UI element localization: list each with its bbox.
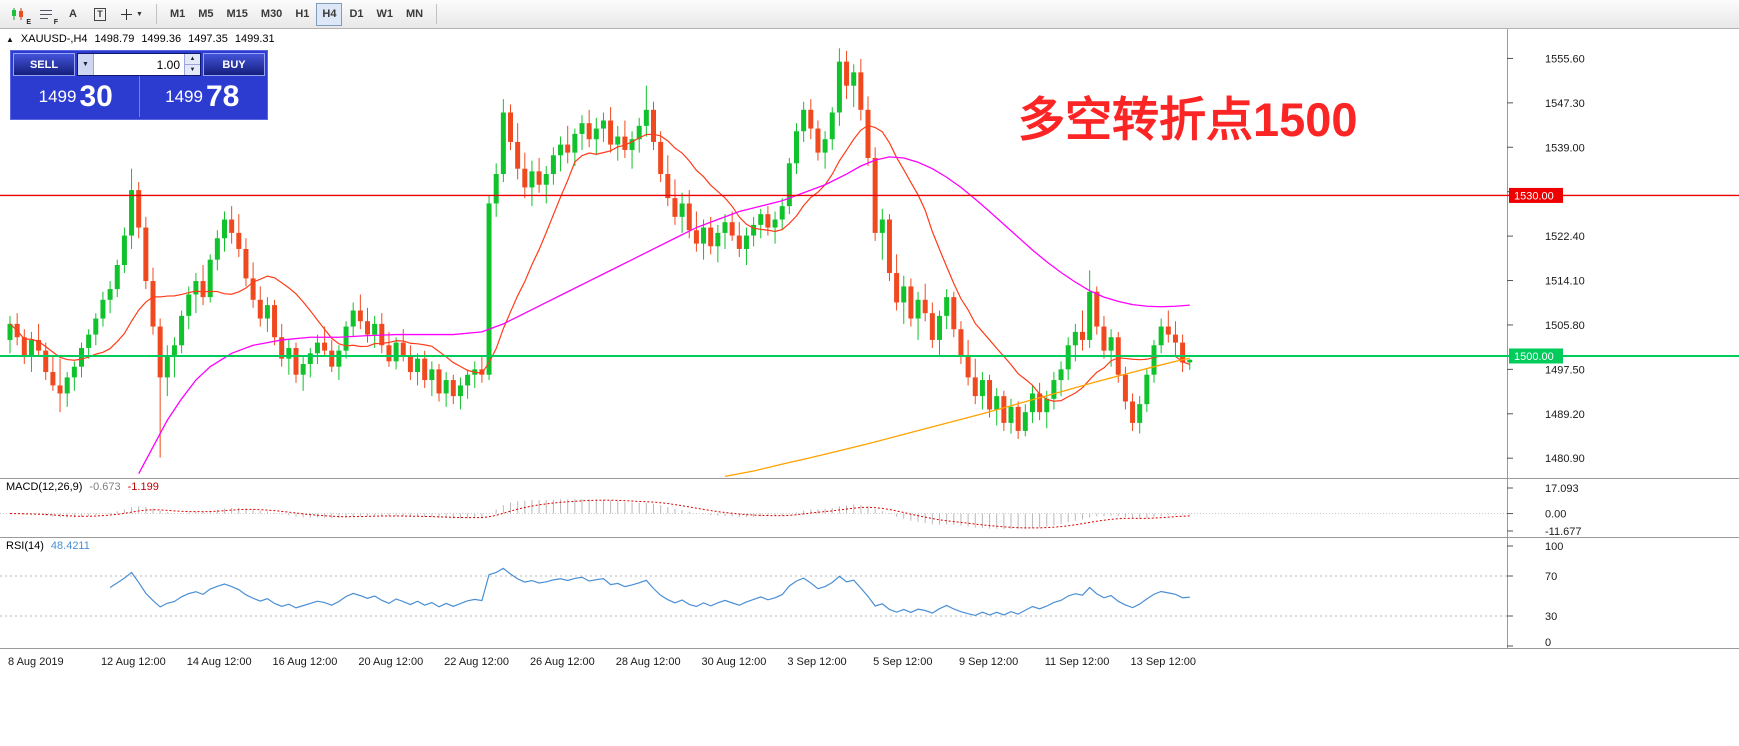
ma-fast-line [9,124,1190,402]
buy-price-base: 1499 [165,86,203,106]
one-click-collapse-icon[interactable]: ▲ [6,34,14,44]
time-axis-label: 26 Aug 12:00 [530,656,595,668]
buy-price-pips: 78 [205,79,240,113]
macd-signal-value: -1.199 [127,481,159,493]
timeframe-button-m1[interactable]: M1 [164,3,191,26]
sell-price[interactable]: 1499 30 [13,76,140,117]
symbol-period-label: XAUUSD-,H4 [20,33,88,45]
volume-value[interactable]: 1.00 [156,57,180,72]
buy-button[interactable]: BUY [203,53,265,76]
timeframe-button-m15[interactable]: M15 [221,3,254,26]
time-axis-label: 20 Aug 12:00 [358,656,423,668]
price-line-badge-label: 1530.00 [1514,190,1554,202]
list-glyph [40,9,52,19]
macd-histogram [16,498,1191,530]
chart-list-icon[interactable]: F [33,3,59,26]
timeframe-button-w1[interactable]: W1 [371,3,400,26]
sell-price-base: 1499 [38,86,77,106]
sub-label: E [26,18,31,26]
open-value: 1498.79 [94,33,135,45]
price-axis-label: 1497.50 [1545,364,1585,376]
price-axis-label: 1514.10 [1545,276,1585,288]
time-axis-label: 8 Aug 2019 [8,656,64,668]
candlestick-style-icon[interactable]: E [5,3,32,26]
timeframe-button-h4[interactable]: H4 [316,2,343,26]
price-line-badge-label: 1500.00 [1514,351,1554,363]
time-axis-label: 13 Sep 12:00 [1131,656,1196,668]
low-value: 1497.35 [188,33,228,45]
time-axis-label: 30 Aug 12:00 [702,656,767,668]
ma-slow-line [724,357,1190,478]
timeframe-group: M1 M5 M15 M30 H1 H4 D1 W1 MN [164,2,429,26]
price-axis-label: 1505.80 [1545,320,1585,332]
price-axis-label: 1555.60 [1545,53,1585,65]
time-axis-label: 9 Sep 12:00 [959,656,1018,668]
macd-axis-label: 17.093 [1545,483,1579,495]
macd-name: MACD(12,26,9) [6,481,83,493]
text-label-tool-icon[interactable]: T [87,3,113,26]
time-axis-label: 3 Sep 12:00 [787,656,846,668]
chart-title: ▲ XAUUSD-,H4 1498.79 1499.36 1497.35 149… [6,33,275,45]
toolbar-separator [436,4,438,24]
dropdown-caret-icon[interactable]: ▼ [136,10,143,18]
ma-medium-line [138,156,1190,475]
price-axis-label: 1539.00 [1545,142,1585,154]
macd-signal-line [9,499,1190,529]
toolbar-separator [155,4,157,24]
sub-label: F [53,18,58,26]
volume-down-icon[interactable]: ▼ [185,65,200,75]
font-tool-label: A [69,8,77,20]
time-axis-label: 22 Aug 12:00 [444,656,509,668]
price-axis-label: 1489.20 [1545,409,1585,421]
one-click-trading-panel: SELL ▼ 1.00 ▲ ▼ BUY 1499 30 1499 78 [10,50,268,120]
price-line-badge [1509,187,1563,203]
buy-price[interactable]: 1499 78 [140,76,266,117]
crosshair-glyph [121,8,132,20]
rsi-axis-label: 100 [1545,541,1563,553]
time-axis-label: 16 Aug 12:00 [273,656,338,668]
toolbar: E F A T ▼ M1 M5 M15 M30 H1 H4 D1 W1 MN [0,0,1739,29]
macd-axis-label: 0.00 [1545,509,1566,521]
time-axis-label: 14 Aug 12:00 [187,656,252,668]
rsi-line [109,567,1190,617]
text-tool-label: T [94,7,106,21]
price-line-badge [1509,348,1563,364]
rsi-label: RSI(14) 48.4211 [6,540,90,552]
close-value: 1499.31 [234,33,275,45]
timeframe-button-mn[interactable]: MN [400,3,429,26]
macd-axis-label: -11.677 [1545,526,1582,538]
rsi-axis-label: 70 [1545,571,1557,583]
time-axis-label: 11 Sep 12:00 [1045,656,1110,668]
rsi-value: 48.4211 [50,540,90,552]
time-axis-label: 12 Aug 12:00 [101,656,166,668]
crosshair-tool-icon[interactable]: ▼ [114,3,149,26]
sell-button[interactable]: SELL [13,53,75,76]
price-axis-label: 1547.30 [1545,98,1585,110]
price-axis-label: 1480.90 [1545,453,1585,465]
sell-price-pips: 30 [79,79,113,113]
timeframe-button-m5[interactable]: M5 [192,3,219,26]
candlestick-glyph [12,8,23,20]
rsi-name: RSI(14) [6,540,44,552]
volume-preset-dropdown-icon[interactable]: ▼ [78,54,94,75]
rsi-axis-label: 0 [1545,637,1551,649]
timeframe-button-h1[interactable]: H1 [289,3,315,26]
annotation-text: 多空转折点1500 [1018,93,1358,146]
timeframe-button-m30[interactable]: M30 [255,3,288,26]
font-tool-icon[interactable]: A [60,3,86,26]
macd-main-value: -0.673 [89,481,121,493]
volume-up-icon[interactable]: ▲ [185,54,200,65]
time-axis-label: 5 Sep 12:00 [873,656,932,668]
timeframe-button-d1[interactable]: D1 [343,3,369,26]
volume-field[interactable]: ▼ 1.00 ▲ ▼ [77,53,201,76]
rsi-axis-label: 30 [1545,611,1557,623]
time-axis-label: 28 Aug 12:00 [616,656,681,668]
volume-stepper[interactable]: ▲ ▼ [184,54,200,75]
candles [7,48,1193,458]
macd-label: MACD(12,26,9) -0.673 -1.199 [6,481,159,493]
price-axis-label: 1522.40 [1545,231,1585,243]
high-value: 1499.36 [141,33,182,45]
